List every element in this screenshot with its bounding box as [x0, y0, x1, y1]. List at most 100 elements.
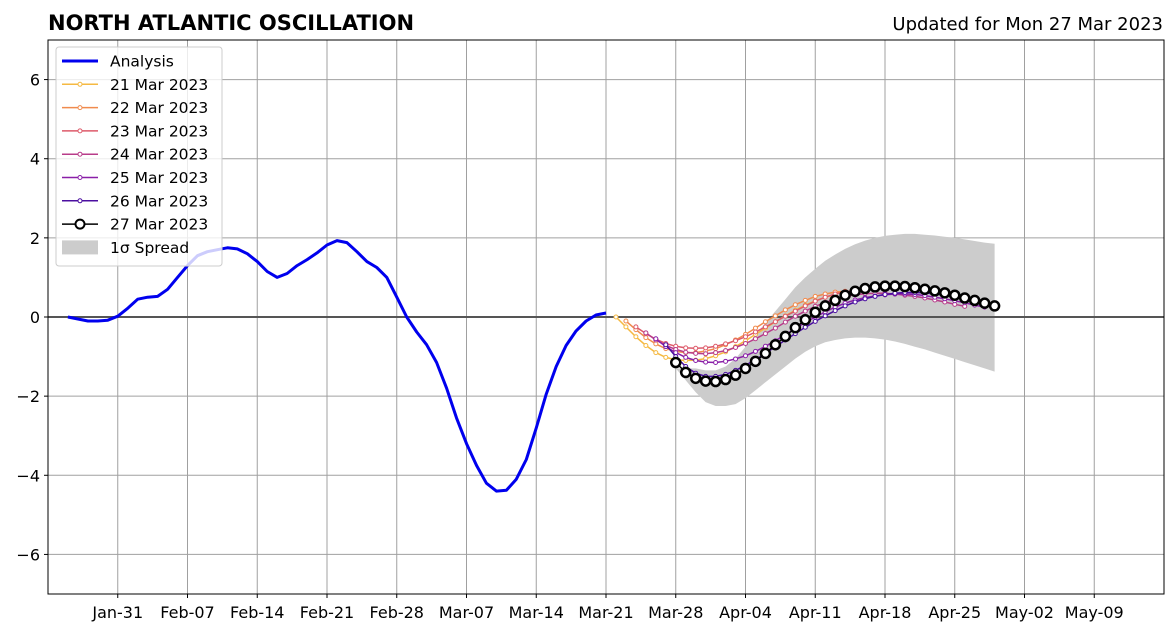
forecast-point	[713, 343, 719, 349]
forecast-point	[733, 344, 739, 350]
analysis-line	[67, 239, 607, 493]
forecast-point	[743, 334, 748, 340]
forecast-point	[643, 342, 649, 348]
latest-forecast-point	[689, 372, 702, 385]
latest-forecast-point	[789, 321, 802, 334]
forecast-point	[653, 336, 659, 342]
latest-forecast-point	[729, 369, 742, 381]
legend-marker	[77, 105, 83, 111]
legend-marker	[77, 151, 83, 157]
legend-label: 22 Mar 2023	[110, 99, 208, 117]
y-tick-label: −2	[16, 387, 40, 406]
forecast-point	[812, 318, 818, 324]
forecast-point	[782, 307, 788, 313]
legend-label: 24 Mar 2023	[110, 146, 208, 164]
legend-label: 23 Mar 2023	[110, 122, 208, 140]
x-tick-label: Mar-14	[509, 603, 564, 622]
latest-forecast-point	[809, 306, 821, 319]
legend-label: 27 Mar 2023	[110, 216, 208, 234]
latest-forecast-point	[889, 280, 901, 292]
forecast-point	[882, 291, 888, 297]
forecast-point	[812, 298, 818, 304]
forecast-point	[792, 308, 798, 314]
x-tick-label: Apr-04	[719, 603, 772, 622]
forecast-point	[723, 341, 729, 347]
forecast-point	[623, 318, 629, 324]
latest-forecast-point	[949, 289, 961, 301]
latest-forecast-point	[829, 294, 841, 307]
latest-forecast-point	[909, 281, 921, 294]
forecast-point	[802, 297, 808, 303]
forecast-point	[633, 324, 639, 330]
forecast-point	[723, 348, 729, 354]
forecast-point	[802, 303, 808, 309]
latest-forecast-point	[839, 289, 851, 301]
forecast-point	[703, 359, 709, 365]
forecast-point	[743, 353, 748, 359]
forecast-point	[683, 345, 689, 351]
forecast-point	[713, 360, 719, 366]
latest-forecast-point	[929, 285, 941, 297]
forecast-point	[663, 342, 669, 348]
forecast-point	[653, 341, 659, 347]
forecast-point	[703, 351, 709, 357]
latest-forecast-point	[739, 362, 752, 375]
forecast-point	[832, 308, 838, 314]
y-tick-label: −6	[16, 545, 40, 564]
x-tick-label: Mar-28	[648, 603, 703, 622]
forecast-point	[852, 299, 858, 305]
latest-forecast-point	[759, 347, 772, 360]
latest-forecast-point	[859, 282, 871, 295]
latest-forecast-point	[899, 280, 911, 293]
x-tick-label: Feb-28	[370, 603, 424, 622]
legend-marker	[77, 198, 83, 204]
y-tick-label: 6	[30, 71, 40, 90]
forecast-point	[623, 324, 629, 330]
forecast-point	[822, 313, 828, 319]
x-tick-label: Mar-21	[578, 603, 633, 622]
legend-label: Analysis	[110, 53, 174, 71]
legend: Analysis 21 Mar 2023 22 Mar 2023 23 Mar 202…	[55, 46, 223, 267]
latest-forecast-point	[988, 300, 1001, 312]
y-tick-label: −4	[16, 466, 40, 485]
forecast-point	[802, 324, 808, 330]
latest-forecast-point	[779, 330, 792, 343]
legend-marker	[77, 81, 83, 87]
legend-marker	[77, 128, 83, 134]
forecast-point	[862, 296, 868, 302]
y-tick-label: 0	[30, 308, 40, 327]
latest-forecast-point	[958, 292, 971, 304]
forecast-point	[703, 345, 709, 351]
forecast-point	[752, 336, 758, 342]
y-tick-label: 2	[30, 229, 40, 248]
latest-forecast-point	[679, 366, 692, 379]
legend-box	[55, 46, 223, 267]
forecast-point	[772, 325, 778, 331]
x-tick-label: May-09	[1065, 603, 1124, 622]
forecast-point	[653, 350, 659, 356]
legend-label: 1σ Spread	[110, 239, 189, 257]
forecast-point	[752, 329, 758, 335]
legend-swatch	[62, 240, 98, 255]
latest-forecast-point	[670, 356, 682, 369]
x-tick-label: Mar-07	[439, 603, 494, 622]
latest-forecast-point	[819, 300, 831, 312]
forecast-point	[812, 293, 818, 299]
forecast-point	[792, 313, 798, 319]
latest-forecast-point	[879, 280, 891, 292]
x-tick-label: Feb-14	[230, 603, 284, 622]
forecast-point	[663, 354, 669, 360]
forecast-point	[643, 330, 649, 336]
forecast-point	[792, 302, 798, 308]
x-tick-label: May-02	[995, 603, 1054, 622]
latest-forecast-point	[869, 281, 881, 293]
forecast-point	[782, 313, 788, 319]
forecast-point	[693, 358, 699, 364]
forecast-point	[752, 325, 758, 331]
forecast-point	[693, 345, 699, 351]
x-tick-label: Feb-21	[300, 603, 354, 622]
forecast-point	[693, 350, 699, 356]
x-tick-label: Apr-11	[789, 603, 842, 622]
latest-forecast-point	[939, 287, 951, 299]
